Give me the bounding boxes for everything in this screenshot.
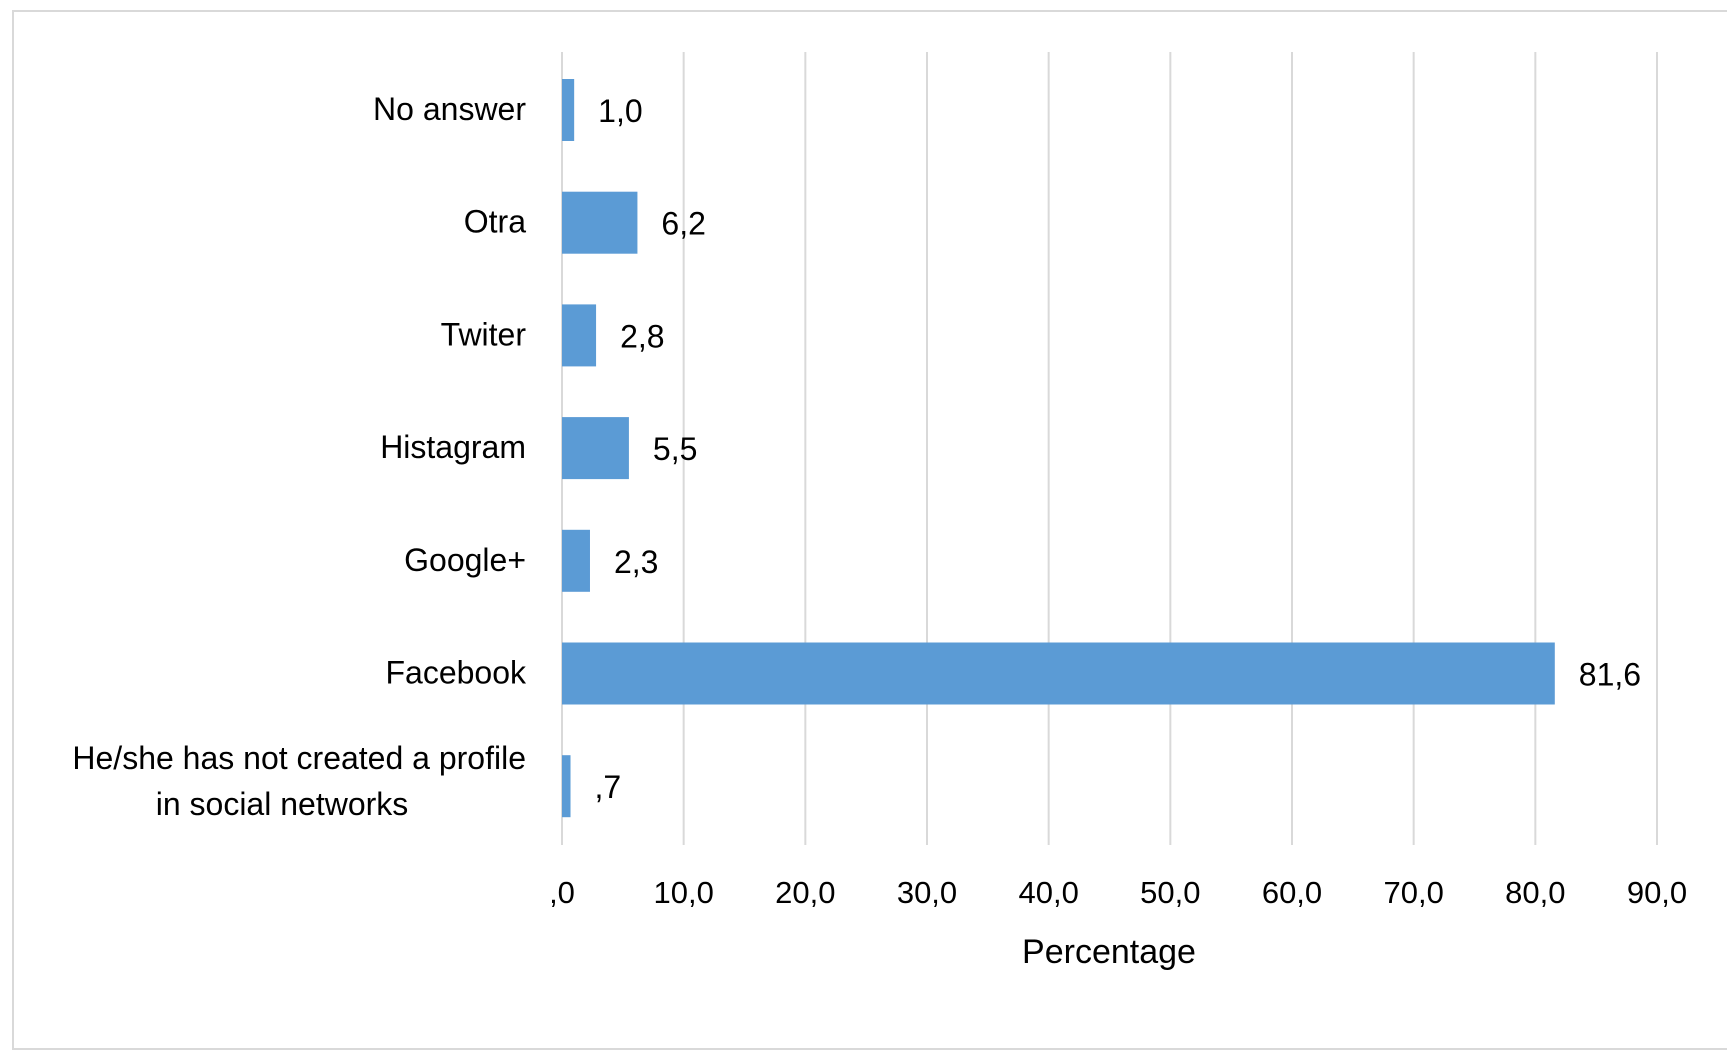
- category-label: Google+: [404, 542, 526, 578]
- category-label-line: Google+: [404, 542, 526, 578]
- data-label: 1,0: [598, 93, 642, 129]
- x-tick-label: 80,0: [1505, 875, 1565, 910]
- x-tick-label: 30,0: [897, 875, 957, 910]
- category-label: Facebook: [385, 655, 527, 691]
- x-tick-label: ,0: [549, 875, 575, 910]
- chart-frame: [12, 10, 1727, 1050]
- category-label-line: in social networks: [156, 786, 409, 822]
- category-label-line: No answer: [373, 91, 526, 127]
- category-label: Histagram: [380, 429, 526, 465]
- data-label: 5,5: [653, 431, 697, 467]
- bar: [562, 417, 629, 480]
- bar-chart: ,0 10,0 20,0 30,0 40,0 50,0 60,0 70,0 80,0 90,0 1,…: [72, 52, 1687, 971]
- x-tick-label: 10,0: [653, 875, 713, 910]
- data-label: 2,3: [614, 544, 658, 580]
- category-label: He/she has not created a profile in socia…: [72, 740, 526, 822]
- category-label-line: Histagram: [380, 429, 526, 465]
- bar: [562, 304, 597, 367]
- data-label: 81,6: [1579, 657, 1641, 693]
- bar: [562, 79, 575, 141]
- category-label: No answer: [373, 91, 526, 127]
- category-label-line: Facebook: [385, 655, 527, 691]
- category-label: Twiter: [441, 316, 527, 352]
- bar: [562, 191, 638, 254]
- x-tick-label: 60,0: [1262, 875, 1322, 910]
- gridlines: [561, 52, 1658, 845]
- bar: [562, 642, 1555, 705]
- data-label: 2,8: [620, 318, 664, 354]
- data-label: 6,2: [661, 206, 705, 242]
- x-tick-label: 90,0: [1627, 875, 1687, 910]
- x-tick-label: 40,0: [1018, 875, 1078, 910]
- bars: [562, 79, 1555, 818]
- bar: [562, 755, 571, 818]
- x-tick-label: 20,0: [775, 875, 835, 910]
- x-axis-title: Percentage: [1022, 933, 1196, 971]
- labels: ,0 10,0 20,0 30,0 40,0 50,0 60,0 70,0 80,0 90,0 1,…: [72, 91, 1687, 910]
- x-tick-label: 50,0: [1140, 875, 1200, 910]
- x-tick-label: 70,0: [1383, 875, 1443, 910]
- category-label-line: He/she has not created a profile: [72, 740, 526, 776]
- category-label-line: Twiter: [441, 316, 527, 352]
- bar: [562, 529, 590, 592]
- category-label-line: Otra: [464, 204, 526, 240]
- category-label: Otra: [464, 204, 526, 240]
- data-label: ,7: [595, 769, 622, 805]
